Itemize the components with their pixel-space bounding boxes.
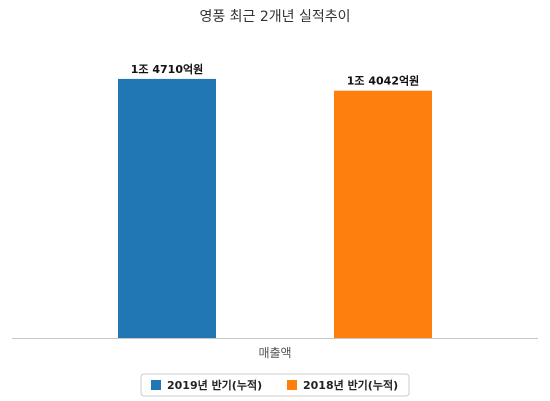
bar-1 xyxy=(118,78,216,339)
legend-swatch-1 xyxy=(151,380,161,390)
bars-layer: 1조 4710억원 1조 4042억원 xyxy=(118,62,432,339)
legend-swatch-2 xyxy=(287,380,297,390)
legend-box xyxy=(140,373,410,397)
data-label-2: 1조 4042억원 xyxy=(347,74,419,88)
data-label-1: 1조 4710억원 xyxy=(131,62,203,76)
chart-title: 영풍 최근 2개년 실적추이 xyxy=(199,9,350,25)
legend-label-2: 2018년 반기(누적) xyxy=(303,378,398,392)
bar-2 xyxy=(334,90,432,338)
legend: 2019년 반기(누적) 2018년 반기(누적) xyxy=(140,373,410,397)
category-label: 매출액 xyxy=(258,346,291,360)
legend-label-1: 2019년 반기(누적) xyxy=(167,378,262,392)
